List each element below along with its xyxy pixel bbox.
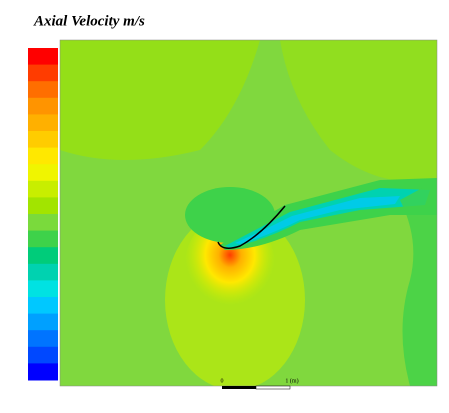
legend-swatch (28, 230, 58, 248)
legend-swatch (28, 97, 58, 115)
legend-swatch (28, 363, 58, 381)
legend-swatch (28, 313, 58, 331)
title: Axial Velocity m/s (33, 13, 145, 29)
contour-plot (59, 39, 438, 387)
legend-swatch (28, 164, 58, 182)
legend-swatch (28, 147, 58, 165)
legend-swatch (28, 280, 58, 298)
legend-swatch (28, 114, 58, 132)
legend-swatch (28, 214, 58, 232)
legend-swatch (28, 330, 58, 348)
legend-swatch (28, 263, 58, 281)
legend-swatch (28, 48, 58, 66)
legend-swatch (28, 346, 58, 364)
scale-start: 0 (221, 378, 224, 384)
legend-swatch (28, 180, 58, 198)
scale-end: 1 (m) (285, 377, 298, 384)
legend-swatch (28, 297, 58, 315)
legend-swatch (28, 81, 58, 99)
scale-bar: 0 1 (m) (221, 377, 299, 390)
legend-swatch (28, 64, 58, 82)
legend-swatch (28, 247, 58, 265)
legend-swatch (28, 131, 58, 149)
legend-swatch (28, 197, 58, 215)
